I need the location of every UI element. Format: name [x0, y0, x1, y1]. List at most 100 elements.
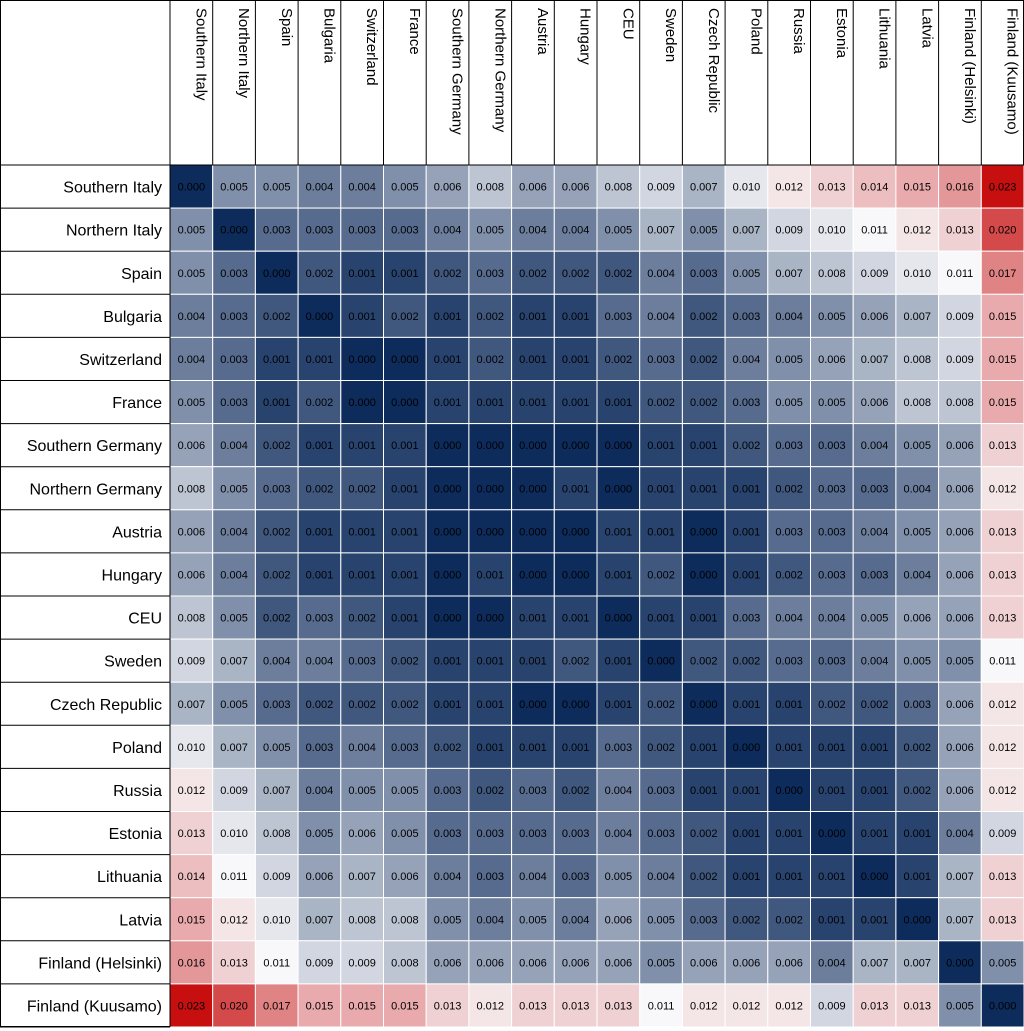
row-label: Poland — [112, 740, 162, 757]
cell-value-label: 0.003 — [733, 311, 761, 323]
cell-value-label: 0.010 — [220, 828, 248, 840]
heatmap-cell — [468, 724, 513, 769]
heatmap-cell — [852, 423, 897, 468]
heatmap-cell — [596, 466, 641, 511]
heatmap-cell — [212, 466, 256, 511]
heatmap-cell — [212, 207, 256, 252]
cell-value-label: 0.002 — [647, 699, 675, 711]
cell-value-label: 0.004 — [562, 914, 590, 926]
cell-value-label: 0.009 — [989, 828, 1017, 840]
heatmap-cell — [938, 897, 982, 942]
cell-value-label: 0.001 — [605, 699, 633, 711]
cell-value-label: 0.013 — [989, 440, 1017, 452]
cell-value-label: 0.004 — [220, 440, 248, 452]
heatmap-cell — [468, 854, 513, 899]
cell-value-label: 0.006 — [348, 828, 376, 840]
cell-value-label: 0.013 — [861, 1000, 889, 1012]
cell-value-label: 0.017 — [989, 268, 1017, 280]
heatmap-cell — [810, 250, 854, 295]
cell-value-label: 0.001 — [733, 871, 761, 883]
heatmap-cell — [895, 854, 940, 899]
cell-value-label: 0.003 — [818, 526, 846, 538]
heatmap-cell — [425, 638, 470, 683]
cell-value-label: 0.006 — [946, 569, 974, 581]
heatmap-cell — [852, 595, 897, 640]
heatmap-cell — [980, 595, 1024, 640]
cell-value-label: 0.013 — [989, 569, 1017, 581]
heatmap-cell — [724, 164, 769, 209]
cell-value-label: 0.001 — [434, 311, 462, 323]
cell-value-label: 0.003 — [818, 656, 846, 668]
heatmap-cell — [553, 811, 598, 856]
heatmap-cell — [425, 552, 470, 597]
heatmap-cell — [767, 552, 811, 597]
cell-value-label: 0.001 — [647, 440, 675, 452]
cell-value-label: 0.001 — [647, 613, 675, 625]
cell-value-label: 0.002 — [476, 354, 504, 366]
heatmap-cell — [639, 164, 683, 209]
heatmap-cell — [724, 811, 769, 856]
cell-value-label: 0.001 — [348, 268, 376, 280]
cell-value-label: 0.001 — [306, 569, 334, 581]
row-label: Spain — [121, 266, 162, 283]
row-label: Estonia — [109, 826, 162, 843]
cell-value-label: 0.005 — [605, 225, 633, 237]
heatmap-cell — [425, 423, 470, 468]
heatmap-cell — [724, 552, 769, 597]
heatmap-cell — [681, 767, 726, 813]
column-label: Northern Italy — [235, 8, 252, 99]
cell-value-label: 0.000 — [690, 569, 718, 581]
heatmap-cell — [980, 767, 1024, 813]
cell-value-label: 0.013 — [434, 1000, 462, 1012]
cell-value-label: 0.016 — [946, 182, 974, 194]
heatmap-cell — [767, 466, 811, 511]
heatmap-cell — [511, 854, 555, 899]
cell-value-label: 0.000 — [434, 569, 462, 581]
cell-value-label: 0.003 — [647, 785, 675, 797]
cell-value-label: 0.004 — [434, 871, 462, 883]
heatmap-cell — [553, 854, 598, 899]
column-label: Switzerland — [363, 8, 380, 86]
cell-value-label: 0.009 — [775, 225, 803, 237]
cell-value-label: 0.006 — [605, 957, 633, 969]
row-label: France — [112, 395, 162, 412]
cell-value-label: 0.000 — [519, 699, 547, 711]
heatmap-cell — [724, 767, 769, 813]
cell-value-label: 0.002 — [391, 656, 419, 668]
heatmap-cell — [895, 897, 940, 942]
cell-value-label: 0.002 — [775, 483, 803, 495]
heatmap-cell — [297, 423, 342, 468]
cell-value-label: 0.013 — [989, 871, 1017, 883]
heatmap-cell — [810, 724, 854, 769]
cell-value-label: 0.000 — [263, 268, 291, 280]
heatmap-cell — [852, 552, 897, 597]
cell-value-label: 0.009 — [861, 268, 889, 280]
column-label: Latvia — [918, 8, 935, 49]
heatmap-cell — [254, 595, 299, 640]
cell-value-label: 0.002 — [348, 483, 376, 495]
cell-value-label: 0.015 — [989, 397, 1017, 409]
heatmap-cell — [425, 983, 470, 1028]
cell-value-label: 0.007 — [647, 225, 675, 237]
heatmap-cell — [383, 293, 427, 338]
cell-value-label: 0.006 — [775, 957, 803, 969]
cell-value-label: 0.000 — [306, 311, 334, 323]
cell-value-label: 0.004 — [946, 828, 974, 840]
cell-value-label: 0.003 — [519, 828, 547, 840]
heatmap-cell — [340, 724, 384, 769]
cell-value-label: 0.003 — [391, 742, 419, 754]
heatmap-cell — [852, 293, 897, 338]
cell-value-label: 0.005 — [519, 914, 547, 926]
heatmap-cell — [724, 509, 769, 554]
cell-value-label: 0.009 — [263, 871, 291, 883]
heatmap-cell — [895, 250, 940, 295]
cell-value-label: 0.003 — [562, 871, 590, 883]
cell-value-label: 0.001 — [476, 742, 504, 754]
cell-value-label: 0.001 — [391, 483, 419, 495]
heatmap-cell — [340, 940, 384, 985]
row-label: Bulgaria — [103, 309, 162, 326]
heatmap-cell — [681, 897, 726, 942]
cell-value-label: 0.009 — [306, 957, 334, 969]
heatmap-cell — [425, 724, 470, 769]
heatmap-cell — [511, 595, 555, 640]
